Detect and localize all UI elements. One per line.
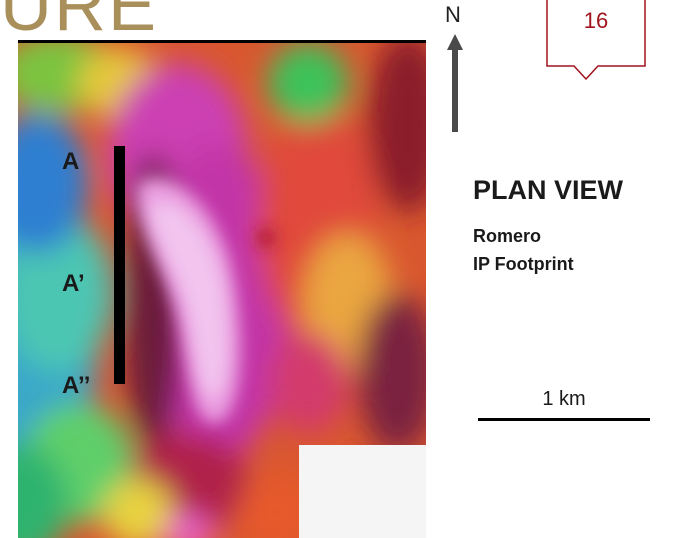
slide-header-title: URE (0, 0, 159, 46)
north-arrow-icon (447, 34, 463, 132)
ip-footprint-heatmap-image (18, 43, 426, 538)
slide-number: 16 (583, 8, 609, 33)
plan-view-title: PLAN VIEW (473, 175, 624, 205)
section-label-a-prime: A’ (62, 270, 85, 297)
map-subject: IP Footprint (473, 254, 574, 274)
section-label-a: A (62, 148, 80, 175)
scale-bar-label: 1 km (542, 388, 586, 410)
section-label-a-double-prime: A’’ (62, 372, 91, 399)
cross-section-line (114, 146, 125, 384)
header-rule (18, 40, 426, 43)
north-label: N (445, 2, 461, 27)
project-name: Romero (473, 226, 542, 246)
scale-bar (478, 418, 650, 421)
speech-callout-icon (546, 0, 646, 80)
ip-footprint-map (18, 43, 426, 538)
